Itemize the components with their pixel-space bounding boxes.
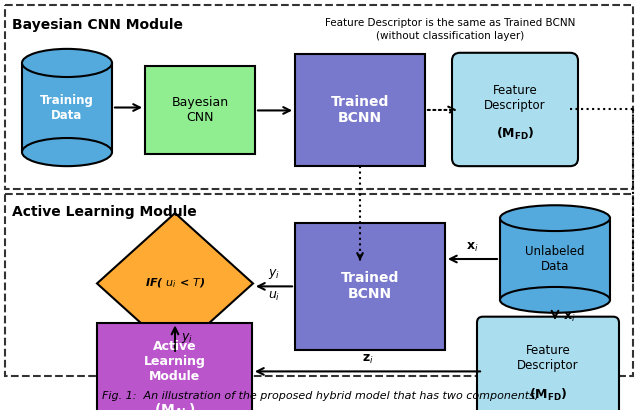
FancyBboxPatch shape (97, 323, 252, 419)
Text: (without classification layer): (without classification layer) (376, 31, 524, 41)
Text: $u_i$: $u_i$ (268, 290, 280, 303)
Text: Active
Learning
Module: Active Learning Module (143, 340, 205, 383)
Text: Unlabeled
Data: Unlabeled Data (525, 245, 585, 273)
Ellipse shape (22, 49, 112, 77)
FancyBboxPatch shape (295, 223, 445, 350)
Ellipse shape (500, 287, 610, 313)
Text: IF( $u_i$ < $T$): IF( $u_i$ < $T$) (145, 277, 205, 290)
FancyBboxPatch shape (477, 317, 619, 419)
Text: $\mathbf{(M_{FD})}$: $\mathbf{(M_{FD})}$ (496, 126, 534, 142)
Polygon shape (97, 213, 253, 354)
Text: $\mathbf{(M_{FD})}$: $\mathbf{(M_{FD})}$ (529, 387, 567, 403)
FancyBboxPatch shape (145, 67, 255, 155)
Text: Training
Data: Training Data (40, 93, 94, 122)
Text: $\mathbf{(M_{AL})}$: $\mathbf{(M_{AL})}$ (154, 402, 195, 419)
Text: Active Learning Module: Active Learning Module (12, 205, 196, 219)
Ellipse shape (500, 205, 610, 231)
Text: $y_i$: $y_i$ (181, 331, 193, 345)
FancyBboxPatch shape (452, 53, 578, 166)
Text: Fig. 1:  An illustration of the proposed hybrid model that has two components,: Fig. 1: An illustration of the proposed … (102, 391, 538, 401)
Ellipse shape (22, 138, 112, 166)
Text: $\mathbf{x}_i$: $\mathbf{x}_i$ (466, 241, 479, 254)
Text: Bayesian CNN Module: Bayesian CNN Module (12, 18, 183, 31)
Text: $y_i$: $y_i$ (268, 266, 280, 281)
FancyBboxPatch shape (500, 218, 610, 300)
FancyBboxPatch shape (22, 63, 112, 152)
Text: $\mathbf{z}_i$: $\mathbf{z}_i$ (362, 353, 373, 366)
Text: Feature Descriptor is the same as Trained BCNN: Feature Descriptor is the same as Traine… (325, 18, 575, 28)
Text: Feature
Descriptor: Feature Descriptor (517, 344, 579, 372)
Text: $\mathbf{x}_i$: $\mathbf{x}_i$ (563, 311, 575, 324)
FancyBboxPatch shape (295, 54, 425, 166)
Text: Trained
BCNN: Trained BCNN (341, 271, 399, 302)
Text: Trained
BCNN: Trained BCNN (331, 95, 389, 125)
Text: Feature
Descriptor: Feature Descriptor (484, 84, 546, 112)
Text: Bayesian
CNN: Bayesian CNN (172, 96, 228, 124)
